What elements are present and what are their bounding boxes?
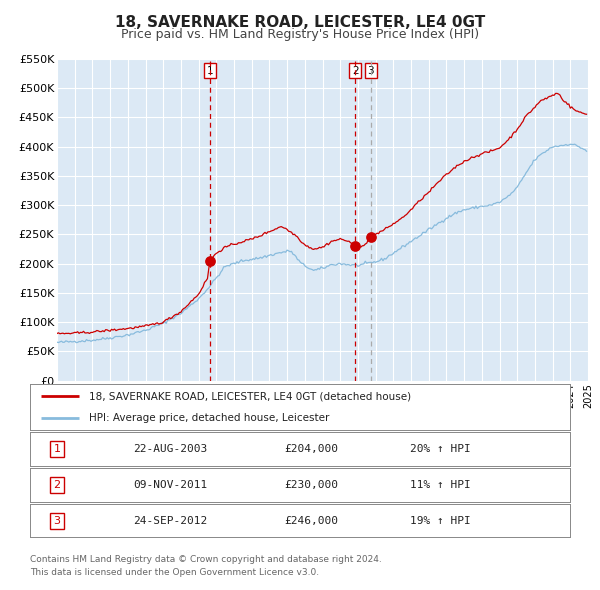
Text: 3: 3	[367, 65, 374, 76]
Text: 11% ↑ HPI: 11% ↑ HPI	[410, 480, 471, 490]
Text: 09-NOV-2011: 09-NOV-2011	[133, 480, 208, 490]
Text: 1: 1	[206, 65, 213, 76]
Text: 2: 2	[53, 480, 61, 490]
Text: HPI: Average price, detached house, Leicester: HPI: Average price, detached house, Leic…	[89, 413, 330, 423]
Text: This data is licensed under the Open Government Licence v3.0.: This data is licensed under the Open Gov…	[30, 568, 319, 577]
Text: £204,000: £204,000	[284, 444, 338, 454]
Text: 24-SEP-2012: 24-SEP-2012	[133, 516, 208, 526]
Text: 18, SAVERNAKE ROAD, LEICESTER, LE4 0GT (detached house): 18, SAVERNAKE ROAD, LEICESTER, LE4 0GT (…	[89, 391, 412, 401]
Text: 1: 1	[53, 444, 61, 454]
Text: Contains HM Land Registry data © Crown copyright and database right 2024.: Contains HM Land Registry data © Crown c…	[30, 555, 382, 564]
Point	[366, 232, 376, 241]
Text: 19% ↑ HPI: 19% ↑ HPI	[410, 516, 471, 526]
Text: £246,000: £246,000	[284, 516, 338, 526]
Point	[350, 241, 360, 251]
Text: 22-AUG-2003: 22-AUG-2003	[133, 444, 208, 454]
Text: £230,000: £230,000	[284, 480, 338, 490]
Text: 18, SAVERNAKE ROAD, LEICESTER, LE4 0GT: 18, SAVERNAKE ROAD, LEICESTER, LE4 0GT	[115, 15, 485, 30]
Text: 2: 2	[352, 65, 359, 76]
Text: 3: 3	[53, 516, 61, 526]
Text: Price paid vs. HM Land Registry's House Price Index (HPI): Price paid vs. HM Land Registry's House …	[121, 28, 479, 41]
Text: 20% ↑ HPI: 20% ↑ HPI	[410, 444, 471, 454]
Point	[205, 257, 215, 266]
